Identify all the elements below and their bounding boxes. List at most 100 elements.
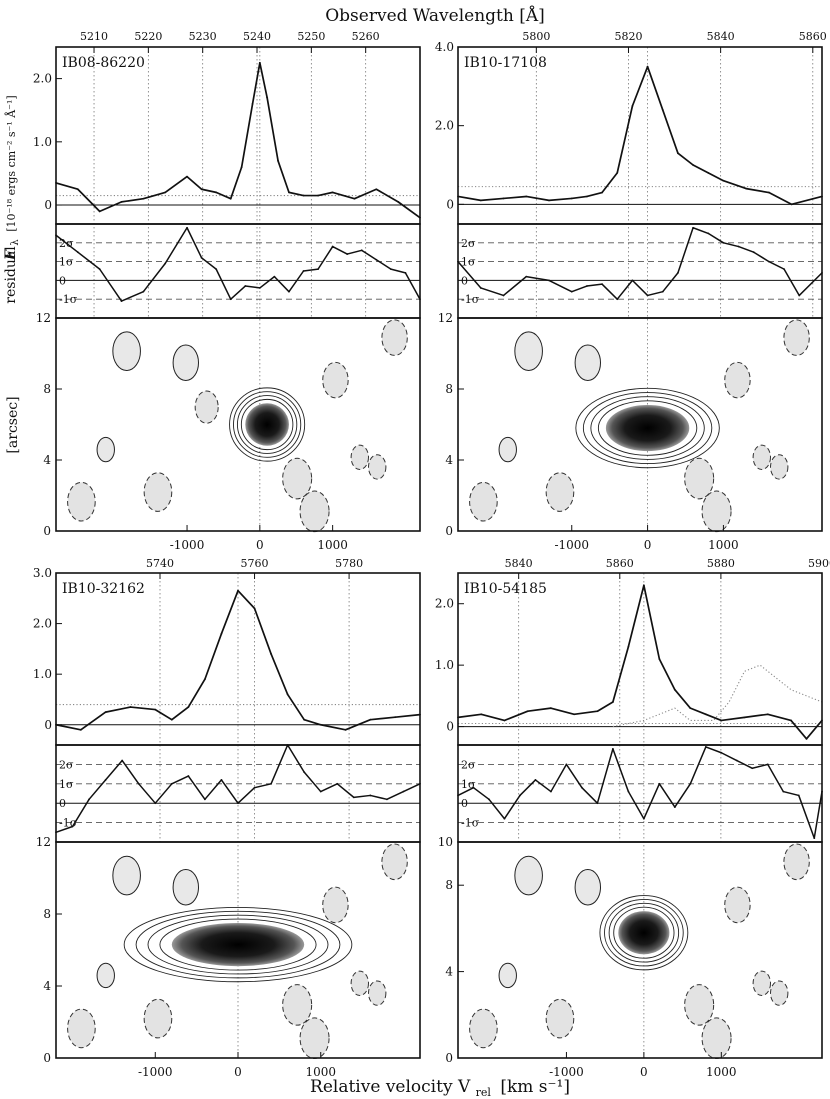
flux-tick-label: 0 <box>446 720 454 734</box>
residual-tick-label: 1σ <box>461 256 476 269</box>
noise-contour <box>172 869 200 906</box>
wavelength-tick-label: 5240 <box>243 30 271 43</box>
spectrum-point <box>120 200 123 203</box>
residual-point <box>752 251 755 254</box>
position-tick-label: 4 <box>43 979 51 993</box>
residual-point <box>503 817 506 820</box>
residual-point <box>646 294 649 297</box>
spectrum-point <box>720 719 723 722</box>
noise-contour <box>96 436 115 463</box>
flux-tick-label: 2.0 <box>435 597 454 611</box>
noise-contour <box>172 344 200 382</box>
emission-blob <box>618 911 670 955</box>
position-tick-label: 0 <box>445 524 453 538</box>
residual-point <box>302 270 305 272</box>
residual-point <box>215 268 218 271</box>
residual-point <box>479 287 482 289</box>
pv-diagram <box>67 843 408 1059</box>
flux-axis-title-units: [10⁻¹⁸ ergs cm⁻² s⁻¹ Å⁻¹] <box>4 95 18 231</box>
residual-point <box>689 782 692 785</box>
residual-point <box>550 790 552 793</box>
residual-point <box>735 759 738 762</box>
flux-spectrum-line <box>457 65 823 206</box>
noise-contour <box>282 457 313 500</box>
noise-contour <box>350 444 369 470</box>
velocity-tick-label: 0 <box>234 1065 242 1079</box>
position-tick-label: 0 <box>43 524 51 538</box>
noise-contour <box>322 886 349 924</box>
pv-diagram <box>67 319 408 533</box>
residual-point <box>472 786 475 789</box>
spectrum-point <box>215 191 218 194</box>
noise-contour <box>783 843 810 881</box>
noise-contour <box>724 886 751 924</box>
spectrum-point <box>375 188 378 191</box>
flux-tick-label: 2.0 <box>33 617 52 631</box>
spectrum-point <box>768 191 770 194</box>
residual-tick-label: -1σ <box>461 817 480 830</box>
noise-contour <box>112 855 141 896</box>
residual-point <box>288 290 290 293</box>
noise-contour <box>299 1017 330 1059</box>
flux-tick-label: 1.0 <box>33 135 52 149</box>
residual-point <box>611 747 614 750</box>
position-tick-label: 12 <box>438 311 453 325</box>
spectrum-point <box>240 166 243 169</box>
spectrum-point <box>601 191 603 194</box>
flux-tick-label: 0 <box>446 197 454 211</box>
position-tick-label: 12 <box>36 311 51 325</box>
residual-point <box>317 268 319 271</box>
spectrum-point <box>237 589 239 592</box>
residual-point <box>768 260 770 263</box>
spectrum-point <box>586 195 588 198</box>
residual-tick-label: 0 <box>461 797 468 810</box>
residual-point <box>627 790 630 793</box>
wavelength-tick-label: 5230 <box>189 30 217 43</box>
noise-contour <box>545 472 575 512</box>
noise-contour <box>368 980 387 1006</box>
spectrum-point <box>129 706 132 708</box>
model-curve <box>612 664 823 728</box>
residual-point <box>142 290 145 293</box>
wavelength-tick-label: 5840 <box>505 557 533 570</box>
bottom-axis-title-subscript: rel <box>476 1086 492 1099</box>
spectrum-point <box>790 719 792 722</box>
residual-point <box>137 782 140 785</box>
spectrum-point <box>631 105 634 107</box>
wavelength-tick-label: 5220 <box>134 30 162 43</box>
spectrum-point <box>331 191 334 194</box>
velocity-tick-label: -1000 <box>554 538 589 552</box>
flux-tick-label: 1.0 <box>33 667 52 681</box>
spectrum-point <box>266 96 269 99</box>
emission-blob <box>171 923 305 967</box>
residual-point <box>704 746 707 748</box>
spectrum-point <box>303 718 306 721</box>
position-tick-label: 4 <box>445 965 453 979</box>
spectrum-point <box>186 175 188 178</box>
residual-point <box>120 300 123 302</box>
noise-contour <box>783 319 810 356</box>
pv-diagram <box>469 319 810 533</box>
residual-point <box>488 798 490 801</box>
spectrum-point <box>704 713 707 716</box>
residual-point <box>631 279 634 282</box>
spectrum-point <box>200 188 203 191</box>
residual-point <box>722 241 725 244</box>
noise-contour <box>770 454 789 480</box>
spectrum-point <box>288 191 290 194</box>
velocity-tick-label: 0 <box>644 538 652 552</box>
residual-tick-label: 0 <box>59 274 66 287</box>
residual-point <box>244 285 247 287</box>
residual-point <box>369 794 372 797</box>
spectrum-point <box>661 109 664 111</box>
velocity-tick-label: 1000 <box>708 538 739 552</box>
blob-contour <box>147 914 329 975</box>
residual-line <box>457 746 823 839</box>
spectrum-point <box>277 159 279 162</box>
object-label: IB10-17108 <box>464 55 547 71</box>
spectrum-point <box>270 653 272 655</box>
blob-contour <box>597 400 698 456</box>
residual-point <box>570 290 573 293</box>
spectrum-point <box>98 210 101 213</box>
